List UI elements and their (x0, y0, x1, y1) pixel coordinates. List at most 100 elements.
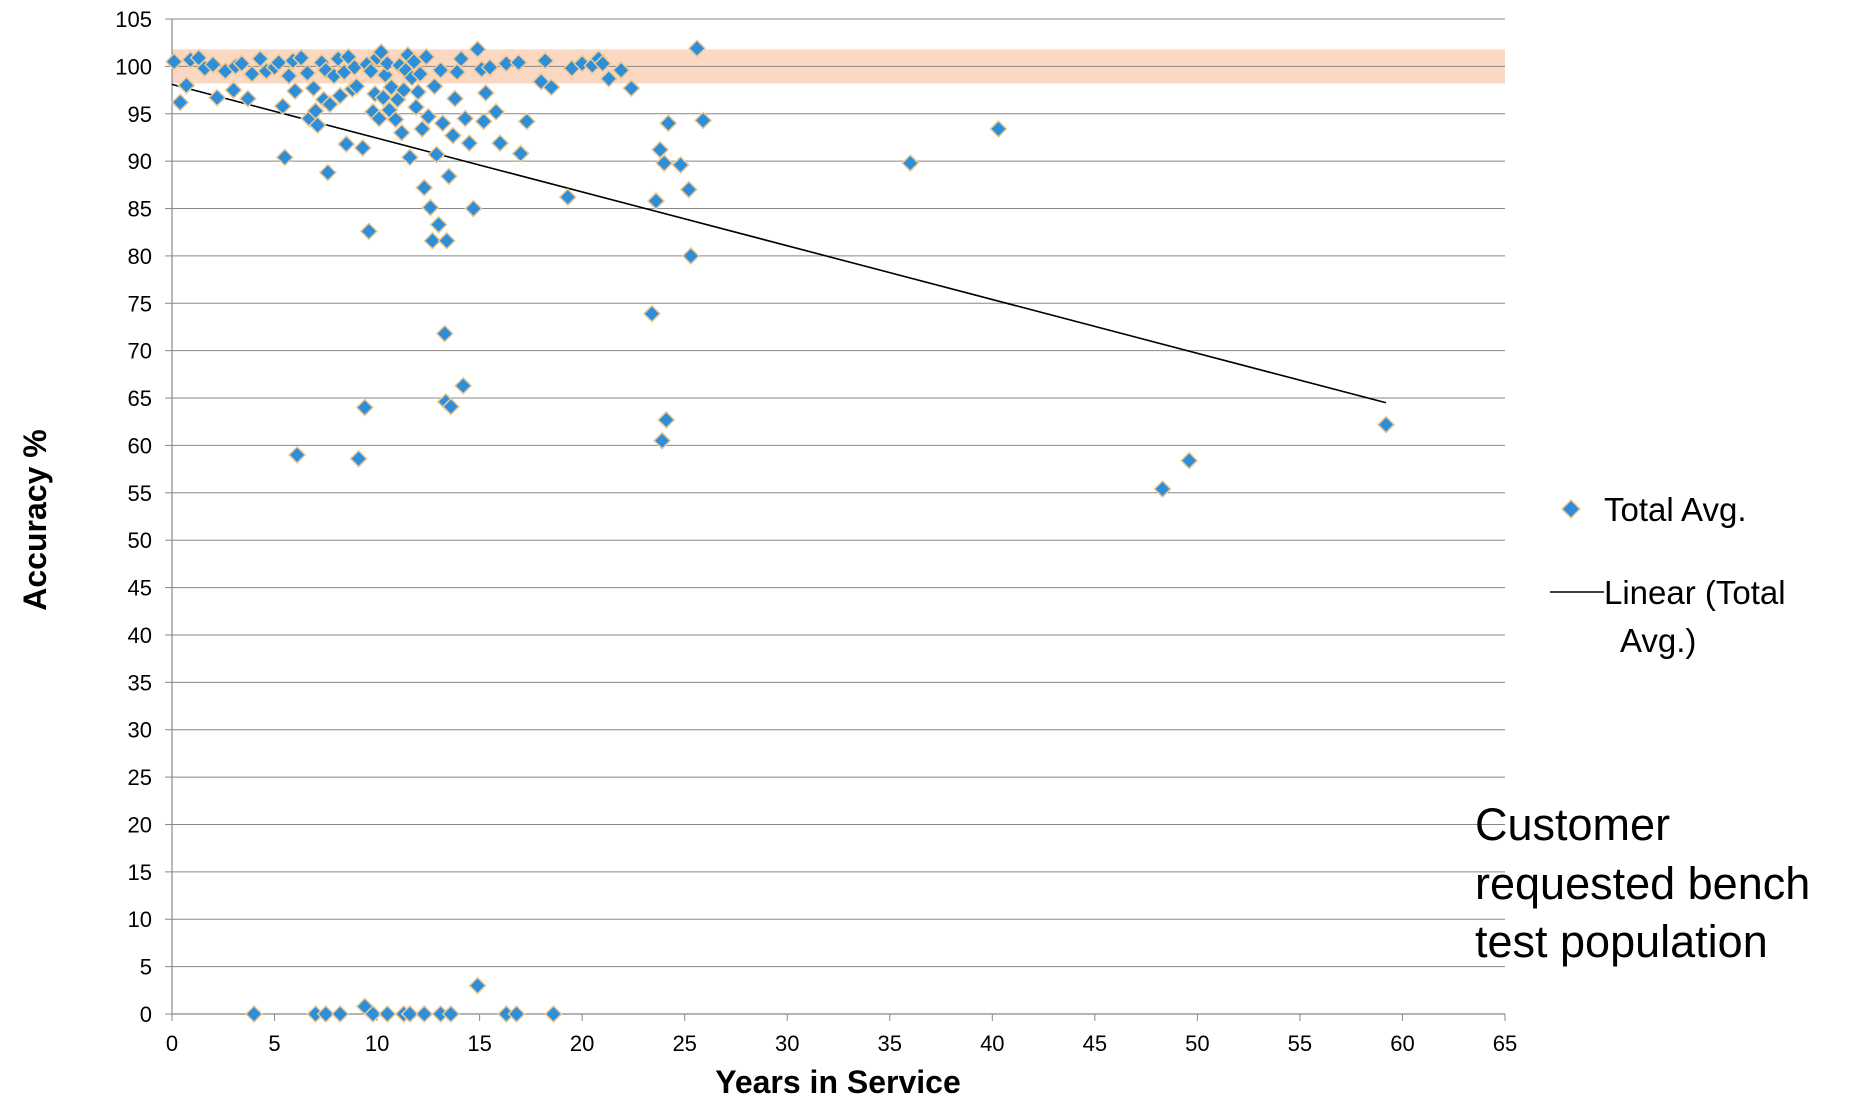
data-point (439, 167, 458, 186)
y-tick-label-90: 90 (128, 149, 152, 174)
annotation-line-2: requested bench (1475, 858, 1810, 909)
data-point (415, 1004, 434, 1024)
legend-label-total-avg: Total Avg. (1604, 491, 1747, 528)
data-point (443, 126, 463, 145)
data-point (452, 49, 471, 68)
y-tick-label-80: 80 (128, 244, 152, 269)
data-point (337, 135, 356, 154)
data-point (382, 78, 401, 97)
data-point (441, 1004, 460, 1024)
y-tick-label-70: 70 (128, 339, 152, 364)
trendline-linear-total-avg (171, 83, 1387, 404)
data-point (224, 81, 243, 100)
x-tick-label-20: 20 (570, 1031, 594, 1056)
y-tick-label-0: 0 (140, 1002, 152, 1027)
data-point (413, 119, 432, 138)
x-tick-label-60: 60 (1390, 1031, 1414, 1056)
annotation-customer-bench-test: Customer requested bench test population (1475, 799, 1810, 967)
data-point (517, 112, 536, 131)
data-point (232, 54, 251, 73)
legend-label-linear-line1: Linear (Total (1604, 574, 1786, 611)
data-point (694, 111, 713, 130)
data-point (347, 77, 366, 96)
data-point (164, 52, 184, 71)
data-point (445, 89, 465, 108)
data-point (273, 97, 292, 116)
data-point (363, 1004, 383, 1024)
data-point (431, 61, 450, 80)
data-point (421, 198, 440, 217)
data-point (370, 109, 389, 128)
data-point (400, 148, 419, 167)
x-tick-label-30: 30 (775, 1031, 799, 1056)
y-tick-label-60: 60 (128, 433, 152, 458)
data-point (687, 39, 707, 58)
data-point (679, 180, 698, 199)
data-point (460, 134, 479, 153)
data-point (1180, 451, 1199, 470)
gridlines (172, 18, 1505, 968)
data-point (476, 83, 495, 102)
data-point (251, 49, 270, 68)
y-tick-label-85: 85 (128, 197, 152, 222)
y-tick-label-40: 40 (128, 623, 152, 648)
data-point (464, 199, 483, 218)
data-point (269, 53, 288, 72)
legend-marker-total-avg (1560, 498, 1582, 520)
data-point (320, 95, 339, 114)
data-point (486, 102, 506, 121)
data-point (415, 178, 434, 197)
x-tick-label-25: 25 (672, 1031, 696, 1056)
data-point (657, 410, 676, 429)
data-point (599, 69, 618, 88)
y-tick-label-20: 20 (128, 812, 152, 837)
data-point (244, 1004, 264, 1024)
data-point (409, 82, 428, 102)
annotation-line-3: test population (1475, 916, 1768, 967)
data-point (593, 54, 612, 73)
data-point (378, 1004, 397, 1024)
data-point (901, 153, 920, 173)
data-point (536, 51, 555, 70)
data-point (425, 77, 444, 96)
y-tick-label-10: 10 (128, 907, 152, 932)
y-tick-label-35: 35 (128, 670, 152, 695)
data-point (417, 47, 436, 66)
x-tick-label-0: 0 (166, 1031, 178, 1056)
data-point (456, 109, 475, 128)
data-point (507, 1004, 526, 1024)
data-point (429, 215, 448, 234)
data-point (355, 398, 374, 417)
x-tick-label-15: 15 (467, 1031, 491, 1056)
data-point (427, 145, 446, 164)
data-point (433, 114, 452, 133)
x-tick-label-40: 40 (980, 1031, 1004, 1056)
data-point (353, 138, 372, 157)
data-point (423, 231, 442, 250)
data-point (419, 107, 438, 126)
data-point (474, 112, 493, 131)
data-point (646, 191, 666, 211)
x-axis-title: Years in Service (715, 1064, 961, 1100)
data-point (331, 1004, 350, 1024)
data-point (238, 89, 257, 108)
data-point (285, 81, 305, 101)
data-point (298, 63, 317, 83)
data-points (164, 39, 1396, 1024)
y-tick-label-75: 75 (128, 291, 152, 316)
data-point (511, 144, 530, 163)
data-point (349, 449, 368, 468)
y-tick-label-15: 15 (128, 860, 152, 885)
y-tick-label-105: 105 (115, 7, 152, 32)
data-point (392, 123, 411, 142)
data-point (1153, 479, 1172, 499)
data-point (622, 79, 641, 98)
data-point (308, 116, 327, 135)
data-point (406, 98, 426, 117)
data-point (386, 110, 405, 129)
data-point (468, 976, 487, 995)
data-point (651, 140, 670, 159)
data-point (655, 153, 674, 173)
